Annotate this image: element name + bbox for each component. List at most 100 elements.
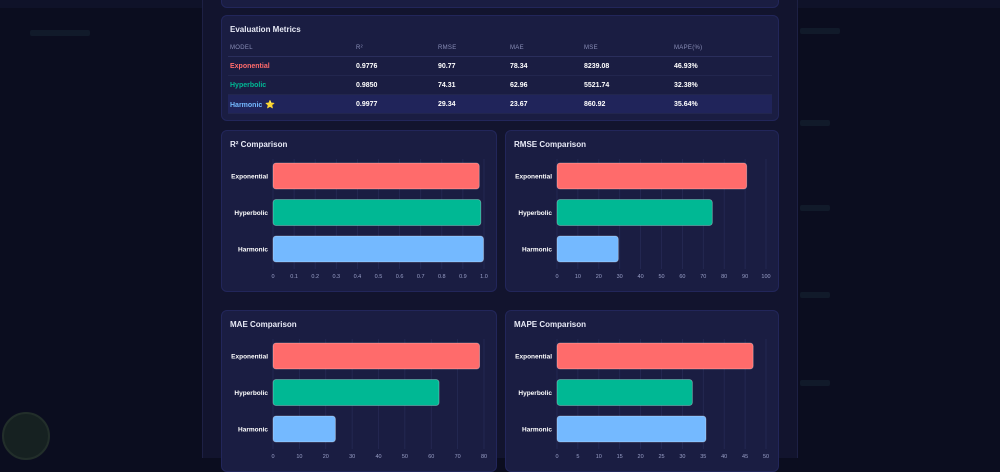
tick-label: 60	[679, 274, 685, 280]
background-row	[800, 120, 830, 126]
tick-label: 0.1	[290, 274, 298, 280]
table-row: Hyperbolic 0.9850 74.31 62.96 5521.74 32…	[228, 75, 772, 95]
bar-harmonic	[556, 415, 707, 443]
bar-harmonic	[556, 235, 619, 263]
tick-label: 70	[455, 454, 461, 460]
tick-label: 50	[658, 274, 664, 280]
tick-label: 20	[638, 454, 644, 460]
chart-title: RMSE Comparison	[514, 140, 587, 149]
tick-label: 100	[761, 274, 770, 280]
model-name: Hyperbolic	[228, 75, 356, 95]
category-label: Exponential	[231, 174, 268, 181]
rmse-chart-card: RMSE Comparison 0 10 20 30 40 50 60 70 80 90 100 Ex…	[505, 130, 779, 292]
tick-label: 0	[555, 274, 558, 280]
category-label: Harmonic	[522, 427, 552, 434]
bar-harmonic	[272, 235, 484, 263]
bar-exponential	[556, 162, 748, 190]
chart-title: MAPE Comparison	[514, 320, 587, 329]
mae-chart-card: MAE Comparison 0 10 20 30 40 50 60 70 80 Exponent…	[221, 310, 497, 472]
watermark-logo	[2, 412, 50, 460]
bar-hyperbolic	[272, 379, 440, 406]
tick-label: 10	[596, 454, 602, 460]
mape-value: 35.64%	[674, 94, 772, 114]
category-label: Hyperbolic	[518, 390, 552, 397]
mape-value: 46.93%	[674, 56, 772, 76]
col-mape: MAPE(%)	[674, 40, 772, 57]
model-name: Exponential	[228, 56, 356, 76]
table-row-best: Harmonic ⭐ 0.9977 29.34 23.67 860.92 35.6…	[228, 94, 772, 114]
bar-exponential	[272, 342, 481, 370]
col-rmse: RMSE	[438, 40, 510, 57]
tick-label: 10	[575, 274, 581, 280]
tick-label: 15	[617, 454, 623, 460]
background-row	[800, 292, 830, 298]
tick-label: 10	[296, 454, 302, 460]
metrics-header-row: MODEL R² RMSE MAE MSE MAPE(%)	[228, 40, 772, 57]
tick-label: 0.8	[438, 274, 446, 280]
col-mae: MAE	[510, 40, 584, 57]
rmse-value: 90.77	[438, 56, 510, 76]
tick-label: 60	[428, 454, 434, 460]
rmse-chart: 0 10 20 30 40 50 60 70 80 90 100 Exponential Hyperbo…	[515, 159, 771, 280]
bar-hyperbolic	[556, 379, 693, 406]
tick-label: 25	[658, 454, 664, 460]
top-card-edge	[221, 0, 779, 8]
tick-label: 30	[349, 454, 355, 460]
col-r2: R²	[356, 40, 438, 57]
tick-label: 30	[679, 454, 685, 460]
tick-label: 70	[700, 274, 706, 280]
mse-value: 8239.08	[584, 56, 674, 76]
tick-label: 0	[271, 274, 274, 280]
tick-label: 40	[638, 274, 644, 280]
tick-label: 0.3	[332, 274, 340, 280]
mape-chart: 0 5 10 15 20 25 30 35 40 45 50 Exponential Hyperboli…	[515, 339, 769, 460]
category-label: Harmonic	[522, 247, 552, 254]
category-label: Exponential	[515, 354, 552, 361]
mape-value: 32.38%	[674, 75, 772, 95]
background-row	[800, 205, 830, 211]
chart-title: MAE Comparison	[230, 320, 297, 329]
model-name-text: Harmonic	[230, 101, 263, 109]
background-row	[30, 30, 90, 36]
tick-label: 35	[700, 454, 706, 460]
bar-hyperbolic	[556, 199, 713, 226]
category-label: Hyperbolic	[234, 210, 268, 217]
star-icon: ⭐	[265, 99, 276, 109]
r2-value: 0.9977	[356, 94, 438, 114]
col-model: MODEL	[228, 40, 356, 57]
tick-label: 0.5	[375, 274, 383, 280]
mse-value: 860.92	[584, 94, 674, 114]
background-row	[800, 28, 840, 34]
tick-label: 5	[576, 454, 579, 460]
mse-value: 5521.74	[584, 75, 674, 95]
mae-value: 78.34	[510, 56, 584, 76]
tick-label: 20	[323, 454, 329, 460]
tick-label: 45	[742, 454, 748, 460]
metrics-table: MODEL R² RMSE MAE MSE MAPE(%) Exponentia…	[228, 40, 772, 114]
tick-label: 0.4	[354, 274, 362, 280]
rmse-value: 74.31	[438, 75, 510, 95]
category-label: Hyperbolic	[518, 210, 552, 217]
category-label: Exponential	[231, 354, 268, 361]
category-label: Exponential	[515, 174, 552, 181]
bar-harmonic	[272, 415, 336, 443]
chart-title: R² Comparison	[230, 140, 288, 149]
bar-hyperbolic	[272, 199, 482, 226]
mae-value: 23.67	[510, 94, 584, 114]
evaluation-panel: Evaluation Metrics MODEL R² RMSE MAE MSE…	[202, 0, 798, 472]
bar-exponential	[272, 162, 480, 190]
tick-label: 40	[721, 454, 727, 460]
tick-label: 0	[271, 454, 274, 460]
table-row: Exponential 0.9776 90.77 78.34 8239.08 4…	[228, 56, 772, 76]
tick-label: 80	[721, 274, 727, 280]
tick-label: 80	[481, 454, 487, 460]
tick-label: 30	[617, 274, 623, 280]
tick-label: 0.7	[417, 274, 425, 280]
bar-exponential	[556, 342, 754, 370]
tick-label: 40	[375, 454, 381, 460]
r2-chart-card: R² Comparison 0 0.1 0.2 0.3 0.4 0.5 0.6 0.7 0.8 0…	[221, 130, 497, 292]
r2-value: 0.9850	[356, 75, 438, 95]
tick-label: 0.9	[459, 274, 467, 280]
col-mse: MSE	[584, 40, 674, 57]
category-label: Harmonic	[238, 247, 268, 254]
